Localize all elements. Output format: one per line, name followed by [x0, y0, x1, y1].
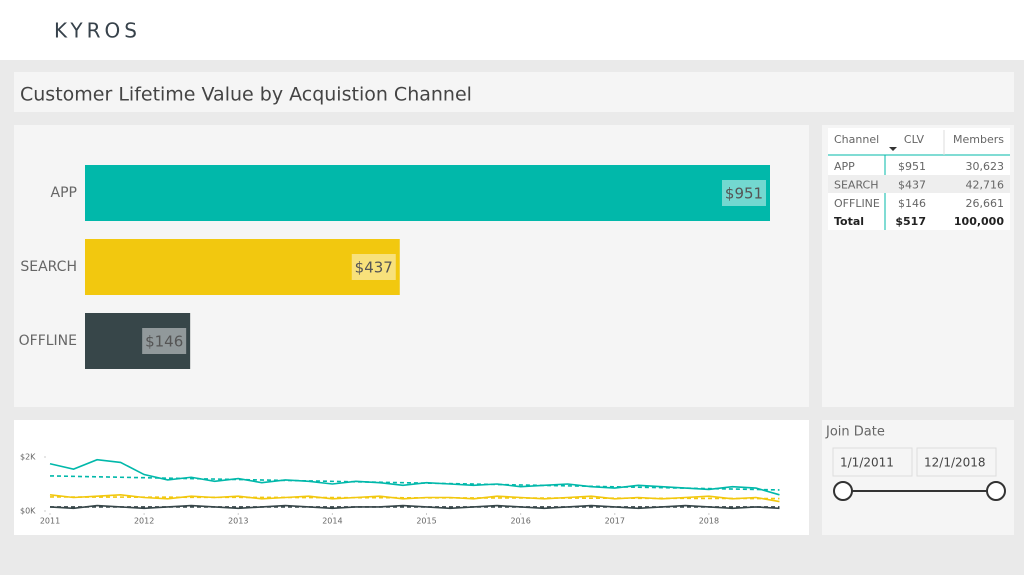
table-total: 100,000 [954, 215, 1004, 228]
table-cell: $146 [898, 197, 926, 210]
table-cell: 30,623 [966, 160, 1005, 173]
end-date-box[interactable] [916, 447, 997, 477]
category-label: OFFLINE [19, 333, 77, 349]
column-header: Members [953, 133, 1004, 146]
table-cell: SEARCH [834, 179, 879, 192]
slider-start-handle[interactable] [833, 481, 853, 501]
slicer-label: Join Date [825, 425, 885, 440]
bar [85, 313, 191, 369]
row-band [828, 175, 1010, 193]
table-cell: 26,661 [966, 197, 1005, 210]
y-tick-label: $2K [20, 453, 36, 462]
value-label: $437 [355, 259, 393, 277]
table-cell: 42,716 [966, 179, 1005, 192]
column-header: Channel [834, 133, 879, 146]
table-cell: OFFLINE [834, 197, 880, 210]
slider-end-handle[interactable] [986, 481, 1006, 501]
category-label: SEARCH [20, 259, 77, 275]
column-header: CLV [904, 133, 925, 146]
start-date: 1/1/2011 [840, 456, 894, 470]
value-label: $951 [725, 185, 763, 203]
slicer-panel [822, 420, 1014, 535]
y-tick-label: $0K [20, 507, 36, 516]
table-total: $517 [895, 215, 926, 228]
table-total: Total [834, 215, 864, 228]
trend-line [49, 475, 780, 491]
table-cell: $951 [898, 160, 926, 173]
value-label-bg [722, 180, 766, 206]
value-label-bg [142, 328, 187, 354]
bar [85, 165, 770, 221]
value-label-bg [351, 254, 396, 280]
title-panel [14, 72, 1014, 112]
x-tick-label: 2014 [322, 517, 342, 526]
x-tick-label: 2015 [416, 517, 436, 526]
line-panel [14, 420, 809, 535]
x-tick-label: 2017 [605, 517, 625, 526]
trend-line [49, 496, 780, 500]
x-tick-label: 2016 [510, 517, 530, 526]
table-cell: APP [834, 160, 855, 173]
end-date: 12/1/2018 [924, 456, 986, 470]
page-title: Customer Lifetime Value by Acquistion Ch… [20, 84, 472, 106]
sort-arrow [889, 147, 897, 151]
x-tick-label: 2011 [40, 517, 60, 526]
x-tick-label: 2013 [228, 517, 248, 526]
logo: KYROS [54, 19, 141, 43]
series-line [49, 458, 780, 496]
x-tick-label: 2012 [134, 517, 154, 526]
bar [85, 239, 400, 295]
value-label: $146 [145, 333, 183, 351]
start-date-box[interactable] [832, 447, 913, 477]
category-label: APP [51, 185, 77, 201]
x-tick-label: 2018 [699, 517, 719, 526]
header-bar [0, 0, 1024, 60]
table-cell: $437 [898, 179, 926, 192]
